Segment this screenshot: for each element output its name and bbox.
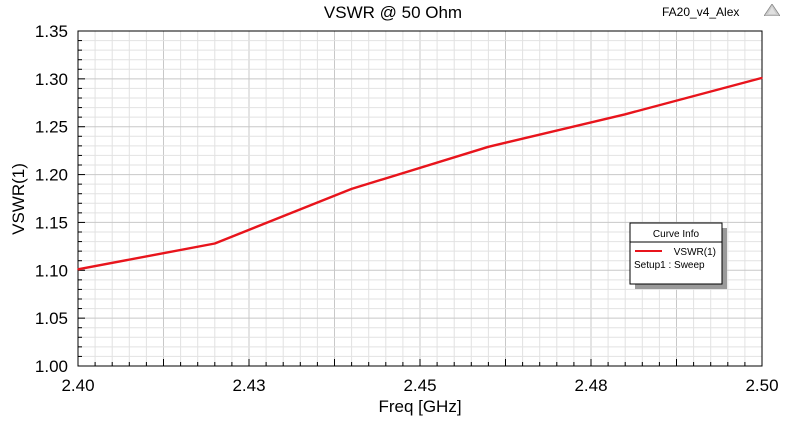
y-tick-label: 1.20 bbox=[35, 166, 68, 185]
design-name: FA20_v4_Alex bbox=[662, 5, 739, 19]
y-tick-label: 1.05 bbox=[35, 309, 68, 328]
y-tick-label: 1.10 bbox=[35, 261, 68, 280]
legend-box bbox=[629, 222, 723, 285]
y-tick-label: 1.30 bbox=[35, 70, 68, 89]
legend-title: Curve Info bbox=[653, 229, 700, 240]
grid-lines bbox=[77, 30, 763, 367]
x-tick-label: 2.40 bbox=[61, 376, 94, 395]
data-point bbox=[214, 242, 216, 245]
x-tick-label: 2.45 bbox=[403, 376, 436, 395]
y-tick-label: 1.00 bbox=[35, 357, 68, 376]
chart-title: VSWR @ 50 Ohm bbox=[324, 3, 462, 22]
data-point bbox=[77, 268, 79, 271]
y-axis-label: VSWR(1) bbox=[9, 163, 28, 235]
ansys-logo-icon bbox=[764, 4, 780, 16]
legend-entry-sub: Setup1 : Sweep bbox=[634, 260, 705, 271]
legend-entry-label: VSWR(1) bbox=[674, 247, 716, 258]
x-axis-label: Freq [GHz] bbox=[378, 397, 461, 416]
x-tick-label: 2.43 bbox=[232, 376, 265, 395]
series-line-vswr bbox=[77, 76, 763, 271]
data-point bbox=[624, 113, 626, 116]
series-layer bbox=[77, 76, 763, 271]
y-tick-label: 1.25 bbox=[35, 118, 68, 137]
axes: 2.40 2.43 2.45 2.48 2.50 1.00 1.05 1.10 1.15 1.20… bbox=[35, 22, 779, 395]
data-point bbox=[350, 188, 353, 190]
y-tick-label: 1.15 bbox=[35, 213, 68, 232]
x-tick-label: 2.48 bbox=[574, 376, 607, 395]
x-tick-label: 2.50 bbox=[745, 376, 778, 395]
y-tick-label: 1.35 bbox=[35, 22, 68, 41]
data-point bbox=[761, 77, 763, 79]
legend[interactable]: Curve Info VSWR(1) Setup1 : Sweep bbox=[629, 222, 727, 289]
data-point bbox=[487, 146, 490, 148]
